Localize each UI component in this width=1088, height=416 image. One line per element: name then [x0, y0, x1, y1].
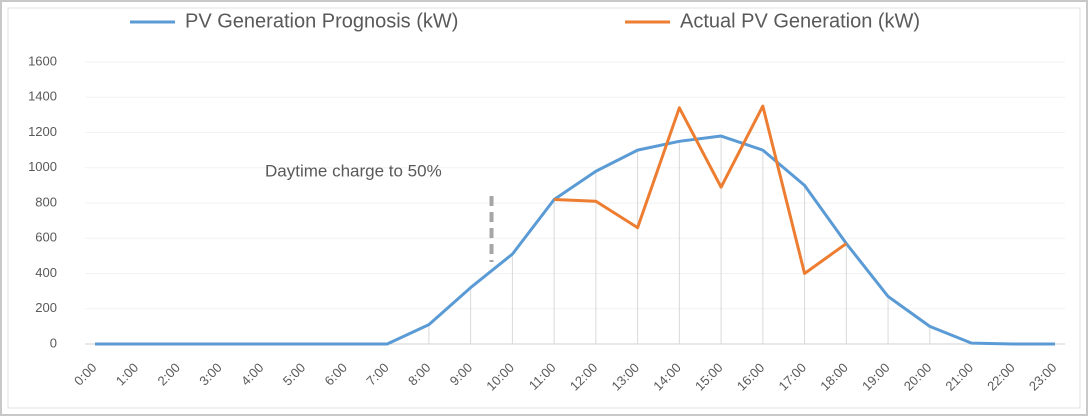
- y-tick-label: 1600: [28, 53, 57, 68]
- series-line: [554, 104, 848, 275]
- plot-frame: [7, 7, 1081, 409]
- y-tick-label: 1200: [28, 124, 57, 139]
- y-tick-label: 0: [50, 335, 57, 350]
- legend-label: Actual PV Generation (kW): [680, 10, 920, 32]
- y-tick-label: 800: [35, 194, 57, 209]
- legend-label: PV Generation Prognosis (kW): [185, 10, 458, 32]
- y-tick-label: 1400: [28, 89, 57, 104]
- series-line: [95, 134, 1055, 346]
- annotation: Daytime charge to 50%: [265, 161, 442, 180]
- y-tick-label: 1000: [28, 159, 57, 174]
- y-tick-label: 400: [35, 265, 57, 280]
- y-tick-label: 600: [35, 230, 57, 245]
- y-tick-label: 200: [35, 300, 57, 315]
